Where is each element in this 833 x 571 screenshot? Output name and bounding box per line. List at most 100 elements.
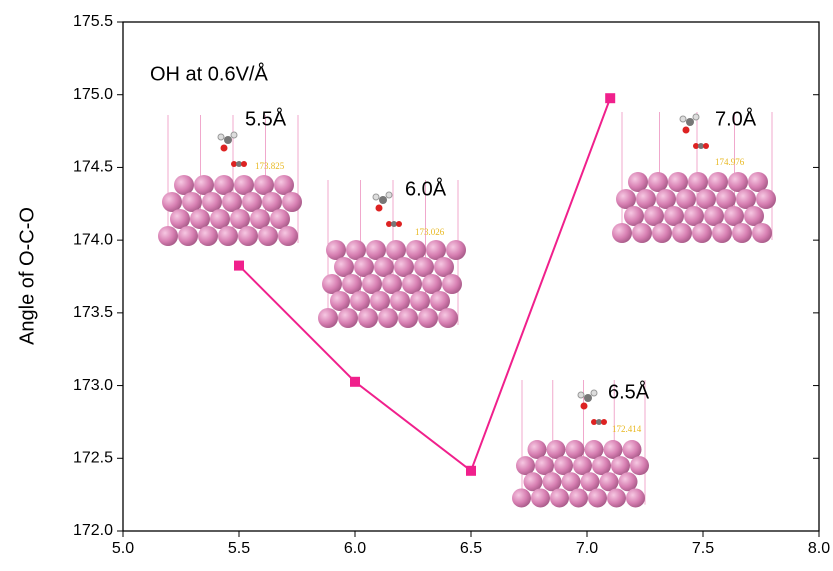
atom-h: [591, 390, 597, 396]
atom: [194, 175, 214, 195]
y-tick-label: 175.0: [73, 86, 113, 103]
inset-value: 173.825: [255, 161, 285, 171]
atom: [684, 206, 704, 226]
atom-c: [224, 136, 232, 144]
y-tick-label: 175.5: [73, 13, 113, 30]
atom: [254, 175, 274, 195]
atom: [531, 488, 550, 507]
atom: [611, 456, 630, 475]
atom: [688, 172, 708, 192]
atom: [573, 456, 592, 475]
atom: [222, 192, 242, 212]
atom: [569, 488, 588, 507]
atom: [512, 488, 531, 507]
co2-o: [703, 143, 709, 149]
atom: [174, 175, 194, 195]
atom: [672, 223, 692, 243]
atom: [178, 226, 198, 246]
atom-h: [386, 192, 392, 198]
x-tick-label: 6.0: [344, 540, 366, 557]
atom: [398, 308, 418, 328]
x-tick-label: 7.0: [576, 540, 598, 557]
inset-value: 173.026: [415, 227, 445, 237]
atom: [623, 440, 642, 459]
inset-label: 5.5Å: [245, 107, 287, 130]
atom: [712, 223, 732, 243]
atom: [550, 488, 569, 507]
x-tick-label: 8.0: [808, 540, 830, 557]
atom: [262, 192, 282, 212]
atom: [547, 440, 566, 459]
atom: [370, 291, 390, 311]
atom: [636, 189, 656, 209]
atom: [190, 209, 210, 229]
atom-h: [231, 132, 237, 138]
atom: [619, 472, 638, 491]
atom: [624, 206, 644, 226]
atom: [744, 206, 764, 226]
atom: [214, 175, 234, 195]
atom: [182, 192, 202, 212]
point: [605, 93, 615, 103]
atom-h: [693, 114, 699, 120]
inset-value: 172.414: [612, 424, 642, 434]
atom-h: [680, 116, 686, 122]
atom: [724, 206, 744, 226]
atom: [648, 172, 668, 192]
atom: [410, 291, 430, 311]
atom: [528, 440, 547, 459]
atom: [342, 274, 362, 294]
atom: [158, 226, 178, 246]
y-tick-label: 173.0: [73, 377, 113, 394]
atom: [382, 274, 402, 294]
atom: [278, 226, 298, 246]
atom: [374, 257, 394, 277]
atom: [362, 274, 382, 294]
atom: [604, 440, 623, 459]
co2-o: [241, 161, 247, 167]
atom: [585, 440, 604, 459]
atom-c: [686, 118, 694, 126]
atom: [524, 472, 543, 491]
atom: [676, 189, 696, 209]
x-tick-label: 5.5: [228, 540, 250, 557]
atom: [386, 240, 406, 260]
insets: 5.5Å173.8256.0Å173.0266.5Å172.4147.0Å174…: [158, 107, 776, 507]
atom: [198, 226, 218, 246]
atom: [708, 172, 728, 192]
atom: [562, 472, 581, 491]
atom: [630, 456, 649, 475]
atom: [390, 291, 410, 311]
chart-title: OH at 0.6V/Å: [150, 62, 268, 85]
atom-o: [221, 145, 228, 152]
x-tick-label: 7.5: [692, 540, 714, 557]
atom: [242, 192, 262, 212]
atom: [282, 192, 302, 212]
point: [234, 261, 244, 271]
atom-c: [379, 196, 387, 204]
atom-h: [373, 194, 379, 200]
atom: [732, 223, 752, 243]
x-tick-label: 5.0: [112, 540, 134, 557]
atom: [752, 223, 772, 243]
atom: [366, 240, 386, 260]
atom: [406, 240, 426, 260]
x-tick-label: 6.5: [460, 540, 482, 557]
atom: [230, 209, 250, 229]
inset-label: 7.0Å: [715, 107, 757, 130]
atom: [607, 488, 626, 507]
atom-c: [584, 394, 592, 402]
atom: [543, 472, 562, 491]
atom: [581, 472, 600, 491]
atom: [202, 192, 222, 212]
atom: [516, 456, 535, 475]
atom: [218, 226, 238, 246]
atom: [442, 274, 462, 294]
y-tick-label: 172.5: [73, 450, 113, 467]
atom: [566, 440, 585, 459]
atom: [736, 189, 756, 209]
atom: [628, 172, 648, 192]
atom: [664, 206, 684, 226]
chart: 5.5Å173.8256.0Å173.0266.5Å172.4147.0Å174…: [0, 0, 833, 571]
atom: [422, 274, 442, 294]
